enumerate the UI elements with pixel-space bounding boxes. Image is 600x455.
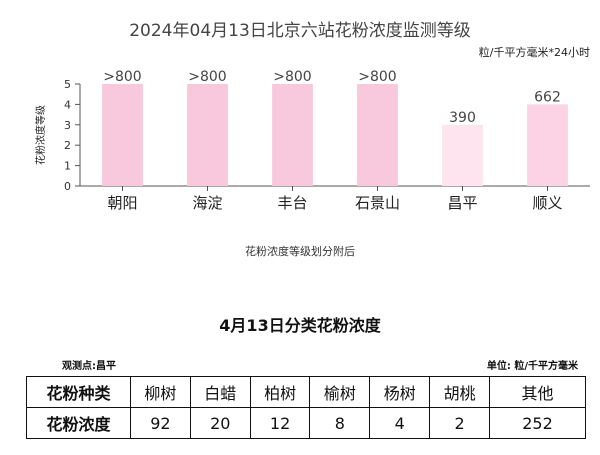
bar-data-label: >800 — [358, 69, 396, 85]
table-row-types: 花粉种类 柳树 白蜡 柏树 榆树 杨树 胡桃 其他 — [26, 376, 586, 408]
y-tick-label: 2 — [64, 139, 71, 152]
row-header-types: 花粉种类 — [26, 376, 131, 408]
bar-data-label: 662 — [534, 89, 561, 105]
x-tick-label: 海淀 — [192, 194, 222, 212]
y-tick-label: 4 — [64, 98, 71, 111]
table-title: 4月13日分类花粉浓度 — [219, 316, 381, 335]
bar-data-label: >800 — [188, 69, 226, 85]
y-tick-label: 1 — [64, 160, 71, 173]
bar — [527, 104, 568, 186]
bar-data-label: 390 — [449, 110, 476, 126]
x-tick-label: 朝阳 — [107, 194, 137, 212]
bar — [442, 124, 483, 186]
y-tick-label: 3 — [64, 119, 71, 132]
table-cell-value: 4 — [369, 407, 431, 439]
table-cell-type: 其他 — [489, 376, 586, 408]
x-tick-label: 丰台 — [277, 194, 307, 212]
y-tick-label: 0 — [64, 180, 71, 193]
table-cell-type: 白蜡 — [189, 376, 251, 408]
table-cell-value: 12 — [249, 407, 311, 439]
table-cell-type: 柏树 — [249, 376, 311, 408]
table-cell-type: 胡桃 — [429, 376, 490, 408]
bar-data-label: >800 — [273, 69, 311, 85]
table-unit-label: 单位: 粒/千平方毫米 — [486, 361, 578, 372]
chart-unit-label: 粒/千平方毫米*24小时 — [478, 46, 590, 59]
y-axis-label: 花粉浓度等级 — [34, 105, 47, 165]
bar-data-label: >800 — [103, 69, 141, 85]
table-row-values: 花粉浓度 92 20 12 8 4 2 252 — [26, 407, 586, 439]
bar-chart: 0 1 2 3 4 5 花粉浓度等级 >800 朝阳 >800 海淀 >800 丰台 >800 石景山 390… — [34, 69, 590, 212]
station-label: 观测点:昌平 — [62, 361, 116, 372]
table-cell-value: 92 — [130, 407, 191, 439]
table-cell-value: 252 — [489, 407, 586, 439]
bar — [187, 84, 228, 186]
bar — [357, 84, 398, 186]
chart-note: 花粉浓度等级划分附后 — [245, 245, 355, 258]
table-cell-type: 杨树 — [369, 376, 431, 408]
table-cell-value: 2 — [429, 407, 490, 439]
pollen-table: 花粉种类 柳树 白蜡 柏树 榆树 杨树 胡桃 其他 花粉浓度 92 20 12 … — [26, 376, 586, 439]
table-cell-type: 柳树 — [130, 376, 191, 408]
bar — [272, 84, 313, 186]
x-tick-label: 顺义 — [532, 194, 562, 212]
x-tick-label: 昌平 — [447, 194, 477, 212]
chart-title: 2024年04月13日北京六站花粉浓度监测等级 — [129, 21, 471, 41]
bar — [102, 84, 143, 186]
x-tick-label: 石景山 — [355, 194, 400, 212]
table-cell-type: 榆树 — [309, 376, 371, 408]
table-cell-value: 8 — [309, 407, 371, 439]
y-tick-label: 5 — [64, 78, 71, 91]
row-header-values: 花粉浓度 — [26, 407, 131, 439]
table-cell-value: 20 — [189, 407, 251, 439]
